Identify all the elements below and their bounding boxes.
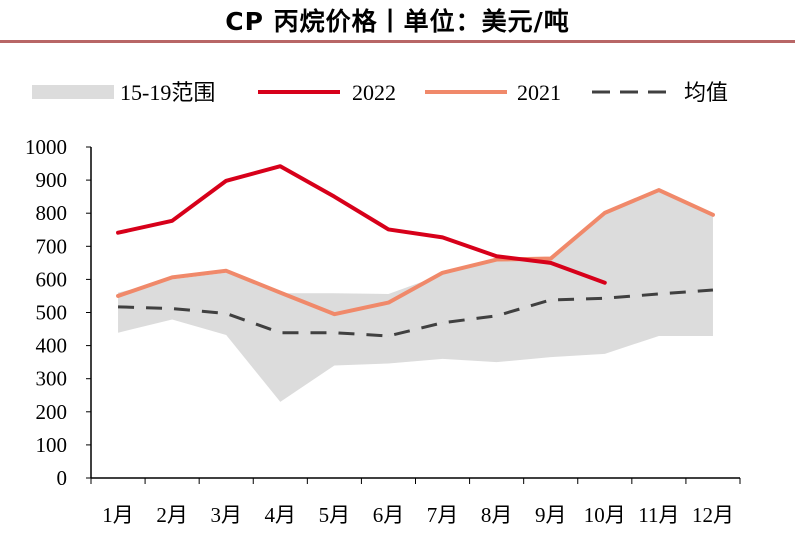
legend-label-2021: 2021 (517, 80, 561, 105)
y-tick-label: 0 (57, 466, 68, 490)
x-tick-label: 4月 (265, 503, 297, 527)
y-tick-label: 500 (36, 301, 68, 325)
y-tick-label: 700 (36, 234, 68, 258)
y-tick-label: 300 (36, 367, 68, 391)
x-tick-label: 3月 (210, 503, 242, 527)
x-tick-label: 7月 (427, 503, 459, 527)
y-tick-label: 600 (36, 267, 68, 291)
y-tick-label: 900 (36, 168, 68, 192)
legend-label-2022: 2022 (352, 80, 396, 105)
series-line-2022 (116, 164, 607, 285)
x-tick-label: 9月 (535, 503, 567, 527)
title-divider (0, 40, 795, 43)
x-tick-label: 11月 (638, 503, 679, 527)
chart-title: CP 丙烷价格丨单位：美元/吨 (225, 7, 570, 36)
legend-swatch-band (32, 85, 114, 99)
x-tick-label: 12月 (692, 503, 734, 527)
series-line-2021 (116, 188, 715, 317)
series-line-均值 (117, 288, 714, 338)
y-tick-label: 200 (36, 400, 68, 424)
legend-label-band: 15-19范围 (120, 80, 215, 105)
x-tick-label: 8月 (481, 503, 513, 527)
x-tick-label: 5月 (319, 503, 351, 527)
x-tick-label: 6月 (373, 503, 405, 527)
band-15-19 (118, 190, 713, 402)
x-tick-label: 10月 (584, 503, 626, 527)
y-tick-label: 800 (36, 201, 68, 225)
legend-label-均值: 均值 (684, 80, 728, 105)
x-tick-label: 2月 (156, 503, 188, 527)
y-tick-label: 400 (36, 334, 68, 358)
y-tick-label: 1000 (25, 135, 67, 159)
y-tick-label: 100 (36, 433, 68, 457)
x-tick-label: 1月 (102, 503, 134, 527)
